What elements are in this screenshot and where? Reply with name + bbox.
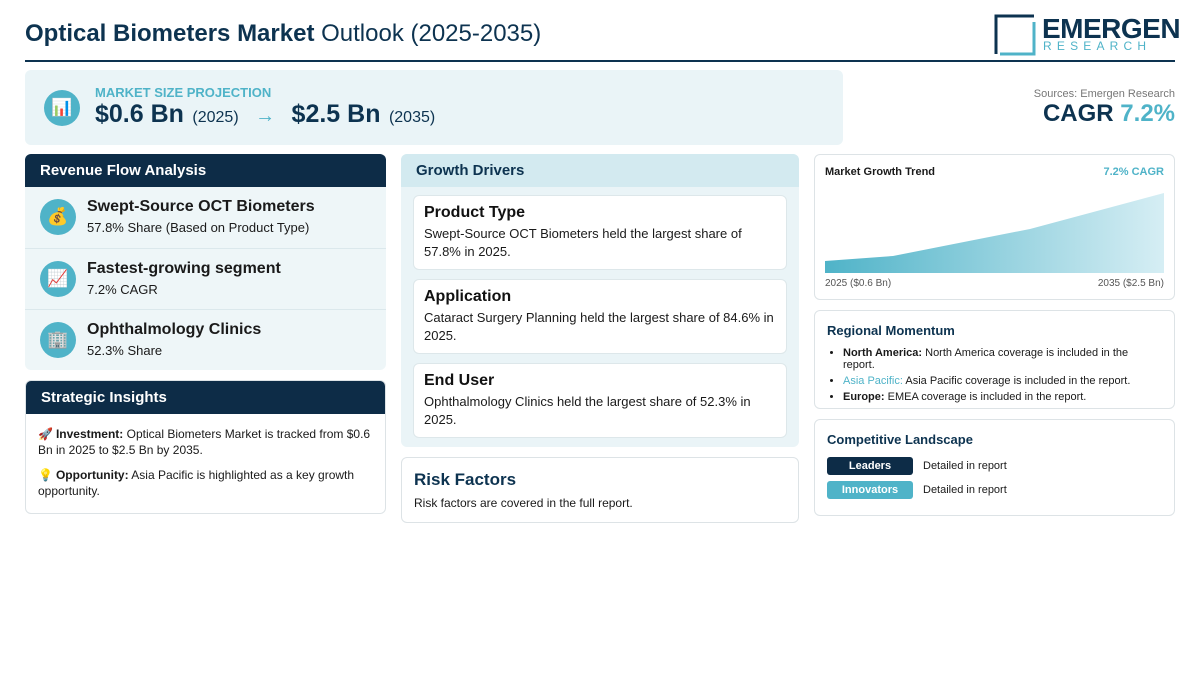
cagr-value: 7.2% [1120,100,1175,127]
driver-heading: Application [424,288,512,305]
item-name: Fastest-growing segment [87,260,281,277]
item-icon: 📈 [40,261,76,297]
projection-box: 📊 MARKET SIZE PROJECTION $0.6 Bn (2025) … [25,70,843,145]
competitive-row: Innovators Detailed in report [827,478,1162,502]
insight: 🚀 Investment: Optical Biometers Market is… [38,426,373,458]
insights-box: Strategic Insights 🚀 Investment: Optical … [25,380,386,514]
item-name: Ophthalmology Clinics [87,321,262,338]
start-value: $0.6 Bn [95,100,184,128]
end-year: (2035) [388,109,436,126]
trend-start: 2025 ($0.6 Bn) [825,278,892,289]
region-name: Europe: [843,391,885,403]
insight-label: Opportunity: [55,468,129,482]
trend-area [825,193,1164,273]
item-detail: 7.2% CAGR [87,282,158,297]
risk-box: Risk Factors Risk factors are covered in… [401,457,799,523]
region-text: EMEA coverage is included in the report. [887,391,1087,403]
driver-text: Cataract Surgery Planning held the large… [424,310,774,343]
insight-text: Optical Biometers Market is tracked from… [38,427,371,457]
trend-end: 2035 ($2.5 Bn) [1097,278,1164,289]
region-text: Asia Pacific coverage is included in the… [905,375,1131,387]
item-detail: 57.8% Share (Based on Product Type) [87,220,310,235]
revenue-box: Revenue Flow Analysis 💰 Swept-Source OCT … [25,154,386,370]
regional-title: Regional Momentum [827,323,955,338]
revenue-item: 🏢 Ophthalmology Clinics 52.3% Share [25,309,386,370]
region-name: Asia Pacific: [843,375,903,387]
revenue-item: 💰 Swept-Source OCT Biometers 57.8% Share (… [25,187,386,248]
badge: Leaders [827,457,913,475]
risk-title: Risk Factors [414,470,517,489]
driver-heading: Product Type [424,204,526,221]
region-item: Europe: EMEA coverage is included in the… [843,391,1162,403]
driver-card: Product Type Swept-Source OCT Biometers h… [413,195,787,270]
logo-top: EMERGEN [1042,13,1181,44]
regional-box: Regional Momentum North America: North A… [814,310,1175,409]
projection-label: MARKET SIZE PROJECTION [95,85,272,100]
competitive-row: Leaders Detailed in report [827,454,1162,478]
cagr: CAGR 7.2% [1043,100,1175,128]
region-item: Asia Pacific: Asia Pacific coverage is i… [843,375,1162,387]
trend-cagr: 7.2% CAGR [1103,166,1164,178]
regional-list: North America: North America coverage is… [827,347,1162,403]
title: Optical Biometers Market Outlook (2025-2… [25,20,541,48]
risk-text: Risk factors are covered in the full rep… [414,496,633,510]
cagr-label: CAGR [1042,100,1114,127]
source: Sources: Emergen Research [1033,88,1175,100]
logo-bottom: RESEARCH [1043,39,1152,53]
revenue-title: Revenue Flow Analysis [25,154,386,187]
item-detail: 52.3% Share [87,343,163,358]
trend-title: Market Growth Trend [825,166,936,178]
region-text: North America coverage is included in th… [843,347,1129,371]
title-bold: Optical Biometers Market [25,20,315,47]
driver-card: End User Ophthalmology Clinics held the l… [413,363,787,438]
insight-text: Asia Pacific is highlighted as a key gro… [38,468,355,498]
end-value: $2.5 Bn [291,100,381,128]
start-year: (2025) [192,109,239,126]
driver-heading: End User [424,372,495,389]
insight-label: Investment: [55,427,124,441]
item-name: Swept-Source OCT Biometers [87,198,315,215]
insight: 💡 Opportunity: Asia Pacific is highlighte… [38,467,373,499]
badge-text: Detailed in report [923,460,1007,472]
logo-mark [994,14,1036,56]
badge: Innovators [827,481,913,499]
competitive-title: Competitive Landscape [827,432,973,447]
insights-title: Strategic Insights [26,381,385,414]
arrow: → [255,105,276,127]
revenue-item: 📈 Fastest-growing segment 7.2% CAGR [25,248,386,309]
insight-icon: 💡 [38,468,53,482]
region-item: North America: North America coverage is… [843,347,1162,371]
item-icon: 🏢 [40,322,76,358]
insight-icon: 🚀 [38,427,53,441]
driver-text: Ophthalmology Clinics held the largest s… [424,394,751,427]
drivers-title: Growth Drivers [401,154,799,187]
projection-values: $0.6 Bn (2025) → $2.5 Bn (2035) [95,100,435,129]
driver-text: Swept-Source OCT Biometers held the larg… [424,226,742,259]
title-rest: Outlook (2025-2035) [321,20,542,47]
chart-icon: 📊 [44,90,80,126]
driver-card: Application Cataract Surgery Planning hel… [413,279,787,354]
drivers-box: Growth Drivers Product Type Swept-Source … [401,154,799,447]
trend-box: Market Growth Trend 7.2% CAGR 2025 ($0.6… [814,154,1175,300]
badge-text: Detailed in report [923,484,1007,496]
competitive-box: Competitive Landscape Leaders Detailed in… [814,419,1175,516]
region-name: North America: [843,347,923,359]
item-icon: 💰 [40,199,76,235]
header-rule [25,60,1175,62]
